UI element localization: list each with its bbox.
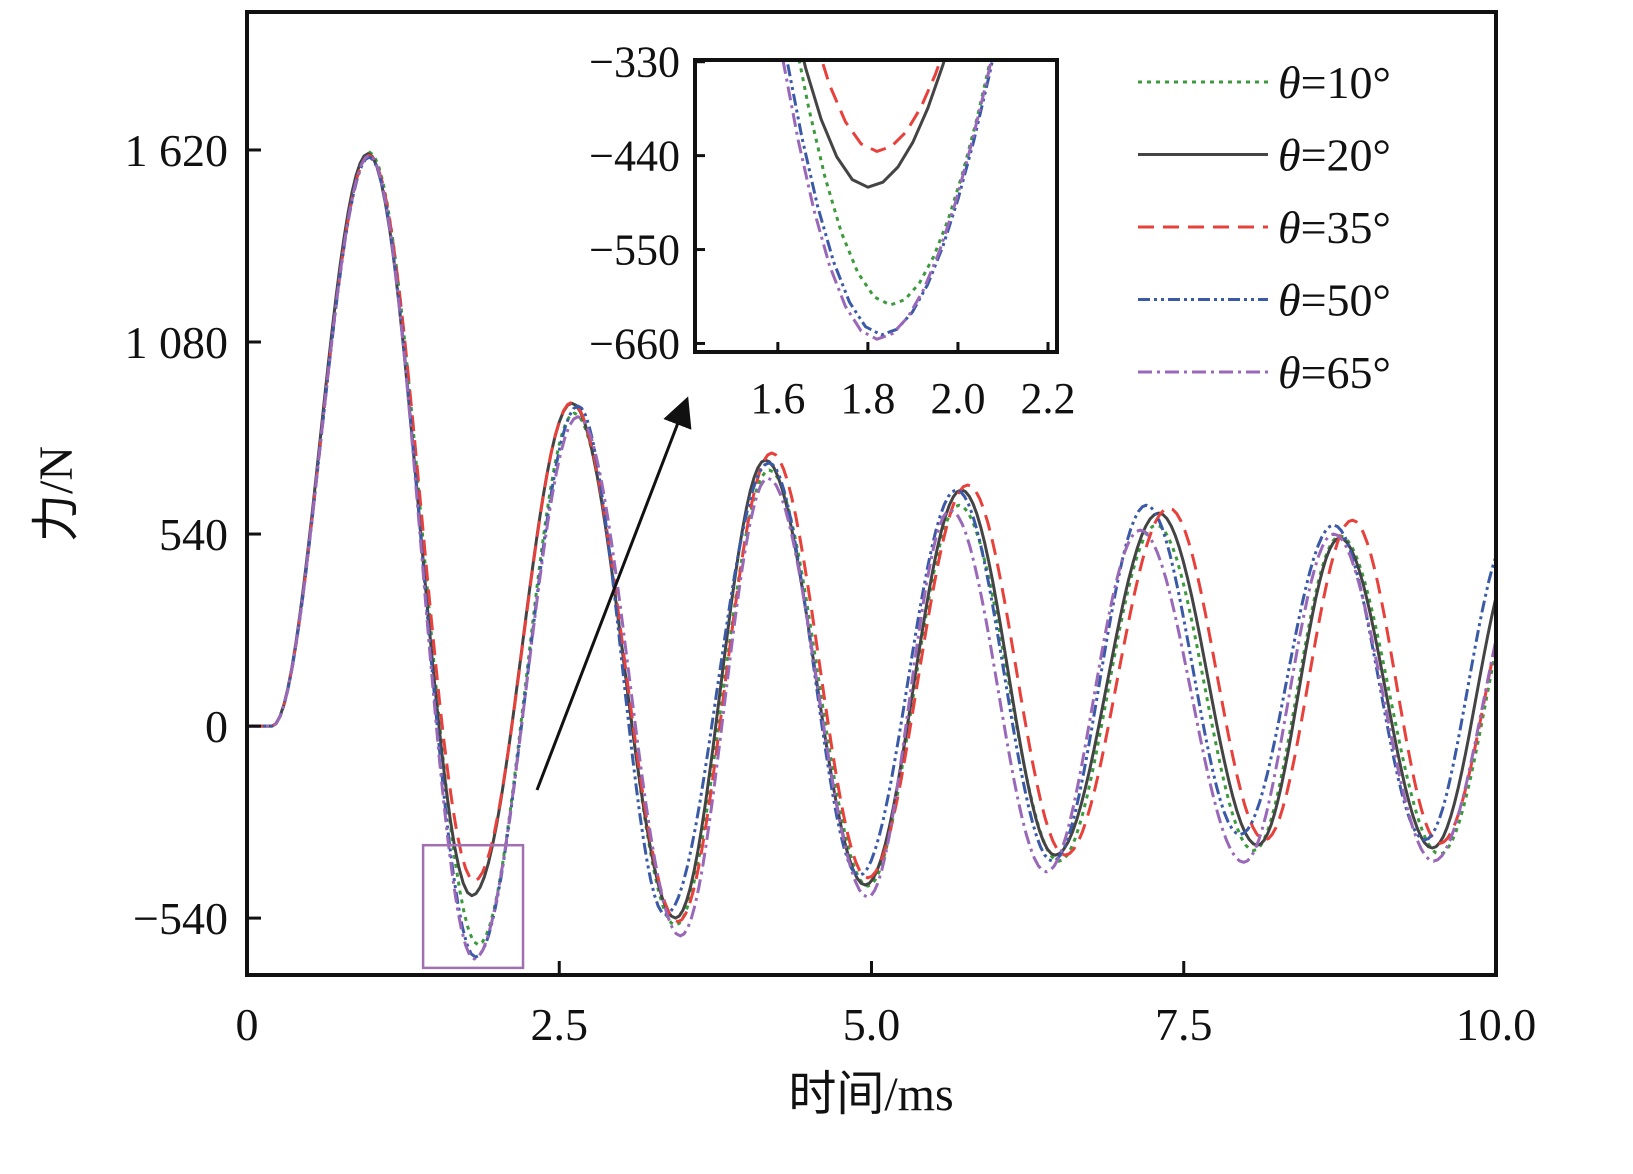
series-line-theta-20 xyxy=(247,152,1496,920)
legend-label-theta-50: θ=50° xyxy=(1278,275,1391,326)
legend-label-theta-65: θ=65° xyxy=(1278,347,1391,398)
series-line-theta-65 xyxy=(247,153,1496,961)
inset-axis-ticks: 1.6 1.8 2.0 2.2 −330 −440 −550 −660 xyxy=(589,38,1075,423)
zoom-arrow xyxy=(535,396,692,791)
x-tick-label: 2.5 xyxy=(531,999,589,1050)
inset-y-tick-label: −660 xyxy=(589,319,680,368)
inset-y-tick-label: −440 xyxy=(589,132,680,181)
inset-x-tick-label: 2.2 xyxy=(1020,374,1075,423)
legend-label-theta-35: θ=35° xyxy=(1278,202,1391,253)
x-axis-label: 时间/ms xyxy=(788,1068,953,1121)
inset-background xyxy=(695,60,1057,352)
y-tick-label: 0 xyxy=(205,701,228,752)
y-tick-label: 1 080 xyxy=(125,317,229,368)
legend-label-theta-10: θ=10° xyxy=(1278,57,1391,108)
x-tick-label: 0 xyxy=(236,999,259,1050)
legend-label-theta-20: θ=20° xyxy=(1278,130,1391,181)
inset-x-tick-label: 1.6 xyxy=(750,374,805,423)
y-tick-label: 1 620 xyxy=(125,125,229,176)
y-tick-label: 540 xyxy=(159,509,228,560)
legend: θ=10° θ=20° θ=35° θ=50° θ=65° xyxy=(1138,57,1391,398)
inset-x-tick-label: 1.8 xyxy=(840,374,895,423)
x-tick-label: 7.5 xyxy=(1155,999,1213,1050)
inset-y-tick-label: −550 xyxy=(589,226,680,275)
y-axis-label: 力/N xyxy=(30,446,83,542)
x-tick-label: 10.0 xyxy=(1456,999,1537,1050)
x-tick-label: 5.0 xyxy=(843,999,901,1050)
series-line-theta-35 xyxy=(247,153,1496,924)
zoom-region-box xyxy=(421,843,525,970)
y-tick-label: −540 xyxy=(133,893,228,944)
main-series-group xyxy=(247,150,1496,961)
inset-x-tick-label: 2.0 xyxy=(930,374,985,423)
inset-frame xyxy=(693,58,1059,354)
main-axis-ticks: 0 2.5 5.0 7.5 10.0 1 620 1 080 540 0 −540 xyxy=(125,125,1537,1050)
inset-y-tick-label: −330 xyxy=(589,38,680,87)
series-line-theta-10 xyxy=(247,150,1496,947)
